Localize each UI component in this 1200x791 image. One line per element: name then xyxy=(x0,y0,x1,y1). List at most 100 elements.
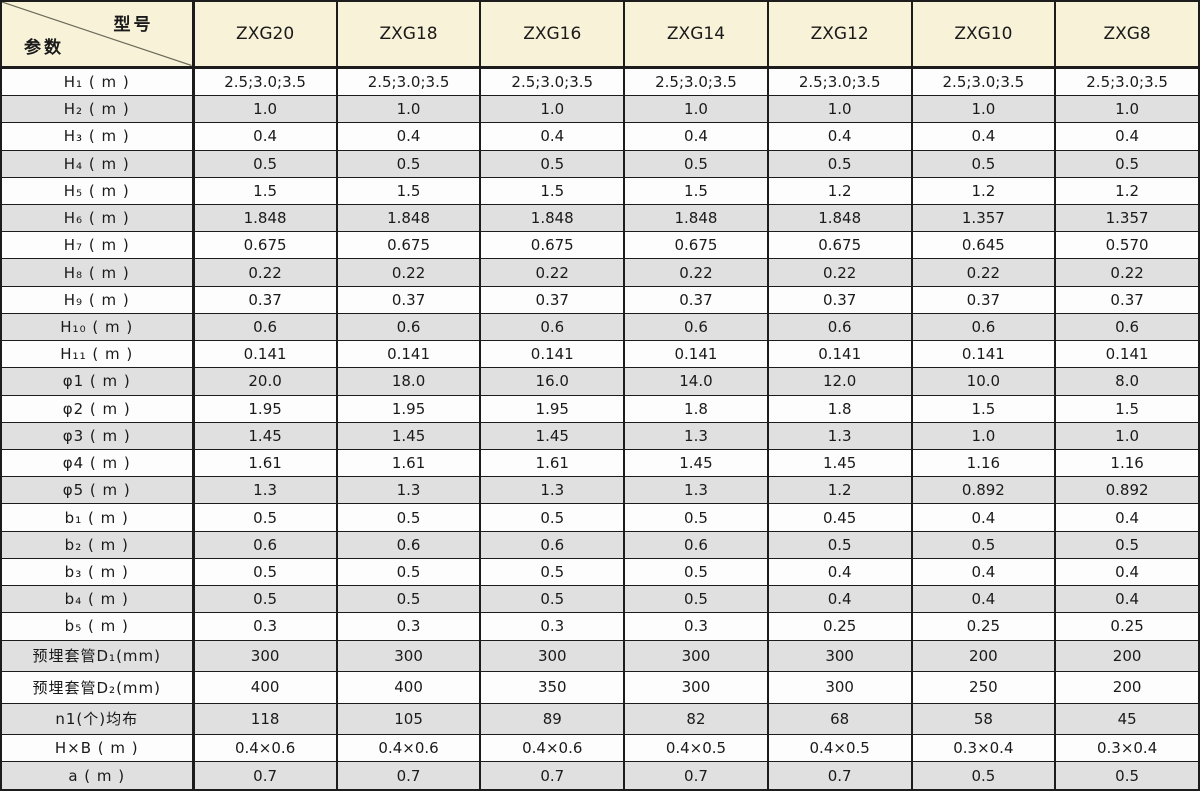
table-row: H₅ ( m ) 1.5 1.5 1.5 1.5 1.2 1.2 1.2 xyxy=(0,176,1200,206)
param-label-cell: b₂ ( m ) xyxy=(0,530,195,559)
value-cell: 0.141 xyxy=(766,340,913,369)
value-cell: 0.3 xyxy=(623,612,769,641)
value-cell: 0.5 xyxy=(766,530,913,559)
value-cell: 1.95 xyxy=(479,394,626,423)
value-cell: 0.4×0.6 xyxy=(335,734,482,763)
value-cell: 0.4 xyxy=(479,122,626,151)
value-cell: 0.5 xyxy=(1054,530,1200,559)
value-cell: 0.645 xyxy=(910,231,1057,260)
value-cell: 0.5 xyxy=(192,585,338,614)
value-cell: 0.4 xyxy=(1054,122,1200,151)
value-cell: 1.0 xyxy=(1054,95,1200,124)
value-cell: 0.4 xyxy=(910,557,1057,587)
value-cell: 1.61 xyxy=(335,448,482,478)
value-cell: 0.5 xyxy=(910,149,1057,178)
value-cell: 200 xyxy=(1054,671,1200,704)
value-cell: 1.2 xyxy=(1054,176,1200,206)
value-cell: 0.141 xyxy=(479,340,626,369)
table-row: φ1 ( m ) 20.0 18.0 16.0 14.0 12.0 10.0 8.0 xyxy=(0,367,1200,396)
value-cell: 1.357 xyxy=(1054,204,1200,233)
value-cell: 0.22 xyxy=(192,258,338,287)
table-row: H₃ ( m ) 0.4 0.4 0.4 0.4 0.4 0.4 0.4 xyxy=(0,122,1200,151)
value-cell: 1.2 xyxy=(766,176,913,206)
value-cell: 0.25 xyxy=(910,612,1057,641)
value-cell: 0.4 xyxy=(910,585,1057,614)
value-cell: 0.45 xyxy=(766,503,913,532)
value-cell: 0.5 xyxy=(1054,761,1200,791)
table-row: b₁ ( m ) 0.5 0.5 0.5 0.5 0.45 0.4 0.4 xyxy=(0,503,1200,532)
table-row: H₆ ( m ) 1.848 1.848 1.848 1.848 1.848 1.357 1.… xyxy=(0,204,1200,233)
value-cell: 1.5 xyxy=(335,176,482,206)
value-cell: 0.7 xyxy=(192,761,338,791)
value-cell: 0.6 xyxy=(623,312,769,342)
value-cell: 0.6 xyxy=(335,530,482,559)
model-header: ZXG14 xyxy=(623,0,769,69)
value-cell: 0.5 xyxy=(335,149,482,178)
value-cell: 400 xyxy=(192,671,338,704)
value-cell: 1.45 xyxy=(192,421,338,451)
value-cell: 0.7 xyxy=(623,761,769,791)
table-row: H×B ( m ) 0.4×0.6 0.4×0.6 0.4×0.6 0.4×0.5 0.4… xyxy=(0,734,1200,763)
value-cell: 0.4×0.5 xyxy=(623,734,769,763)
value-cell: 1.848 xyxy=(623,204,769,233)
value-cell: 0.675 xyxy=(766,231,913,260)
table-row: b₅ ( m ) 0.3 0.3 0.3 0.3 0.25 0.25 0.25 xyxy=(0,612,1200,641)
table-row: H₇ ( m ) 0.675 0.675 0.675 0.675 0.675 0.645 0.… xyxy=(0,231,1200,260)
table-row: H₁₀ ( m ) 0.6 0.6 0.6 0.6 0.6 0.6 0.6 xyxy=(0,312,1200,342)
table-row: H₁ ( m ) 2.5;3.0;3.5 2.5;3.0;3.5 2.5;3.0;3.… xyxy=(0,66,1200,97)
param-label-cell: φ5 ( m ) xyxy=(0,476,195,505)
value-cell: 300 xyxy=(766,671,913,704)
model-header: ZXG10 xyxy=(910,0,1057,69)
value-cell: 0.141 xyxy=(192,340,338,369)
param-label-cell: H₇ ( m ) xyxy=(0,231,195,260)
param-label-cell: H₉ ( m ) xyxy=(0,285,195,314)
value-cell: 0.5 xyxy=(623,585,769,614)
table-row: φ4 ( m ) 1.61 1.61 1.61 1.45 1.45 1.16 1.16 xyxy=(0,448,1200,478)
value-cell: 300 xyxy=(623,639,769,673)
value-cell: 250 xyxy=(910,671,1057,704)
value-cell: 1.95 xyxy=(335,394,482,423)
value-cell: 0.22 xyxy=(910,258,1057,287)
param-label-cell: φ1 ( m ) xyxy=(0,367,195,396)
value-cell: 1.848 xyxy=(479,204,626,233)
value-cell: 8.0 xyxy=(1054,367,1200,396)
value-cell: 45 xyxy=(1054,702,1200,736)
value-cell: 1.848 xyxy=(766,204,913,233)
value-cell: 0.4 xyxy=(1054,503,1200,532)
value-cell: 0.675 xyxy=(192,231,338,260)
value-cell: 2.5;3.0;3.5 xyxy=(335,66,482,97)
value-cell: 400 xyxy=(335,671,482,704)
value-cell: 350 xyxy=(479,671,626,704)
value-cell: 2.5;3.0;3.5 xyxy=(1054,66,1200,97)
header-row: 型号 参数 ZXG20 ZXG18 ZXG16 ZXG14 ZXG12 ZXG10 ZXG8 xyxy=(0,0,1200,69)
value-cell: 0.25 xyxy=(1054,612,1200,641)
param-label-cell: φ4 ( m ) xyxy=(0,448,195,478)
value-cell: 0.22 xyxy=(766,258,913,287)
corner-label-model: 型号 xyxy=(113,15,154,35)
value-cell: 1.0 xyxy=(1054,421,1200,451)
value-cell: 0.5 xyxy=(479,503,626,532)
value-cell: 82 xyxy=(623,702,769,736)
value-cell: 0.6 xyxy=(335,312,482,342)
param-label-cell: 预埋套管D₁(mm) xyxy=(0,639,195,673)
param-label-cell: 预埋套管D₂(mm) xyxy=(0,671,195,704)
value-cell: 0.4 xyxy=(192,122,338,151)
value-cell: 0.25 xyxy=(766,612,913,641)
table-row: H₉ ( m ) 0.37 0.37 0.37 0.37 0.37 0.37 0.37 xyxy=(0,285,1200,314)
value-cell: 200 xyxy=(1054,639,1200,673)
value-cell: 16.0 xyxy=(479,367,626,396)
value-cell: 200 xyxy=(910,639,1057,673)
value-cell: 0.5 xyxy=(335,557,482,587)
value-cell: 1.5 xyxy=(910,394,1057,423)
value-cell: 1.0 xyxy=(910,95,1057,124)
table-row: b₂ ( m ) 0.6 0.6 0.6 0.6 0.5 0.5 0.5 xyxy=(0,530,1200,559)
param-label-cell: H₄ ( m ) xyxy=(0,149,195,178)
value-cell: 0.5 xyxy=(479,149,626,178)
value-cell: 2.5;3.0;3.5 xyxy=(623,66,769,97)
value-cell: 0.5 xyxy=(623,149,769,178)
table-row: φ5 ( m ) 1.3 1.3 1.3 1.3 1.2 0.892 0.892 xyxy=(0,476,1200,505)
corner-cell: 型号 参数 xyxy=(0,0,195,69)
table-row: 预埋套管D₁(mm) 300 300 300 300 300 200 200 xyxy=(0,639,1200,673)
value-cell: 0.22 xyxy=(335,258,482,287)
value-cell: 0.141 xyxy=(335,340,482,369)
